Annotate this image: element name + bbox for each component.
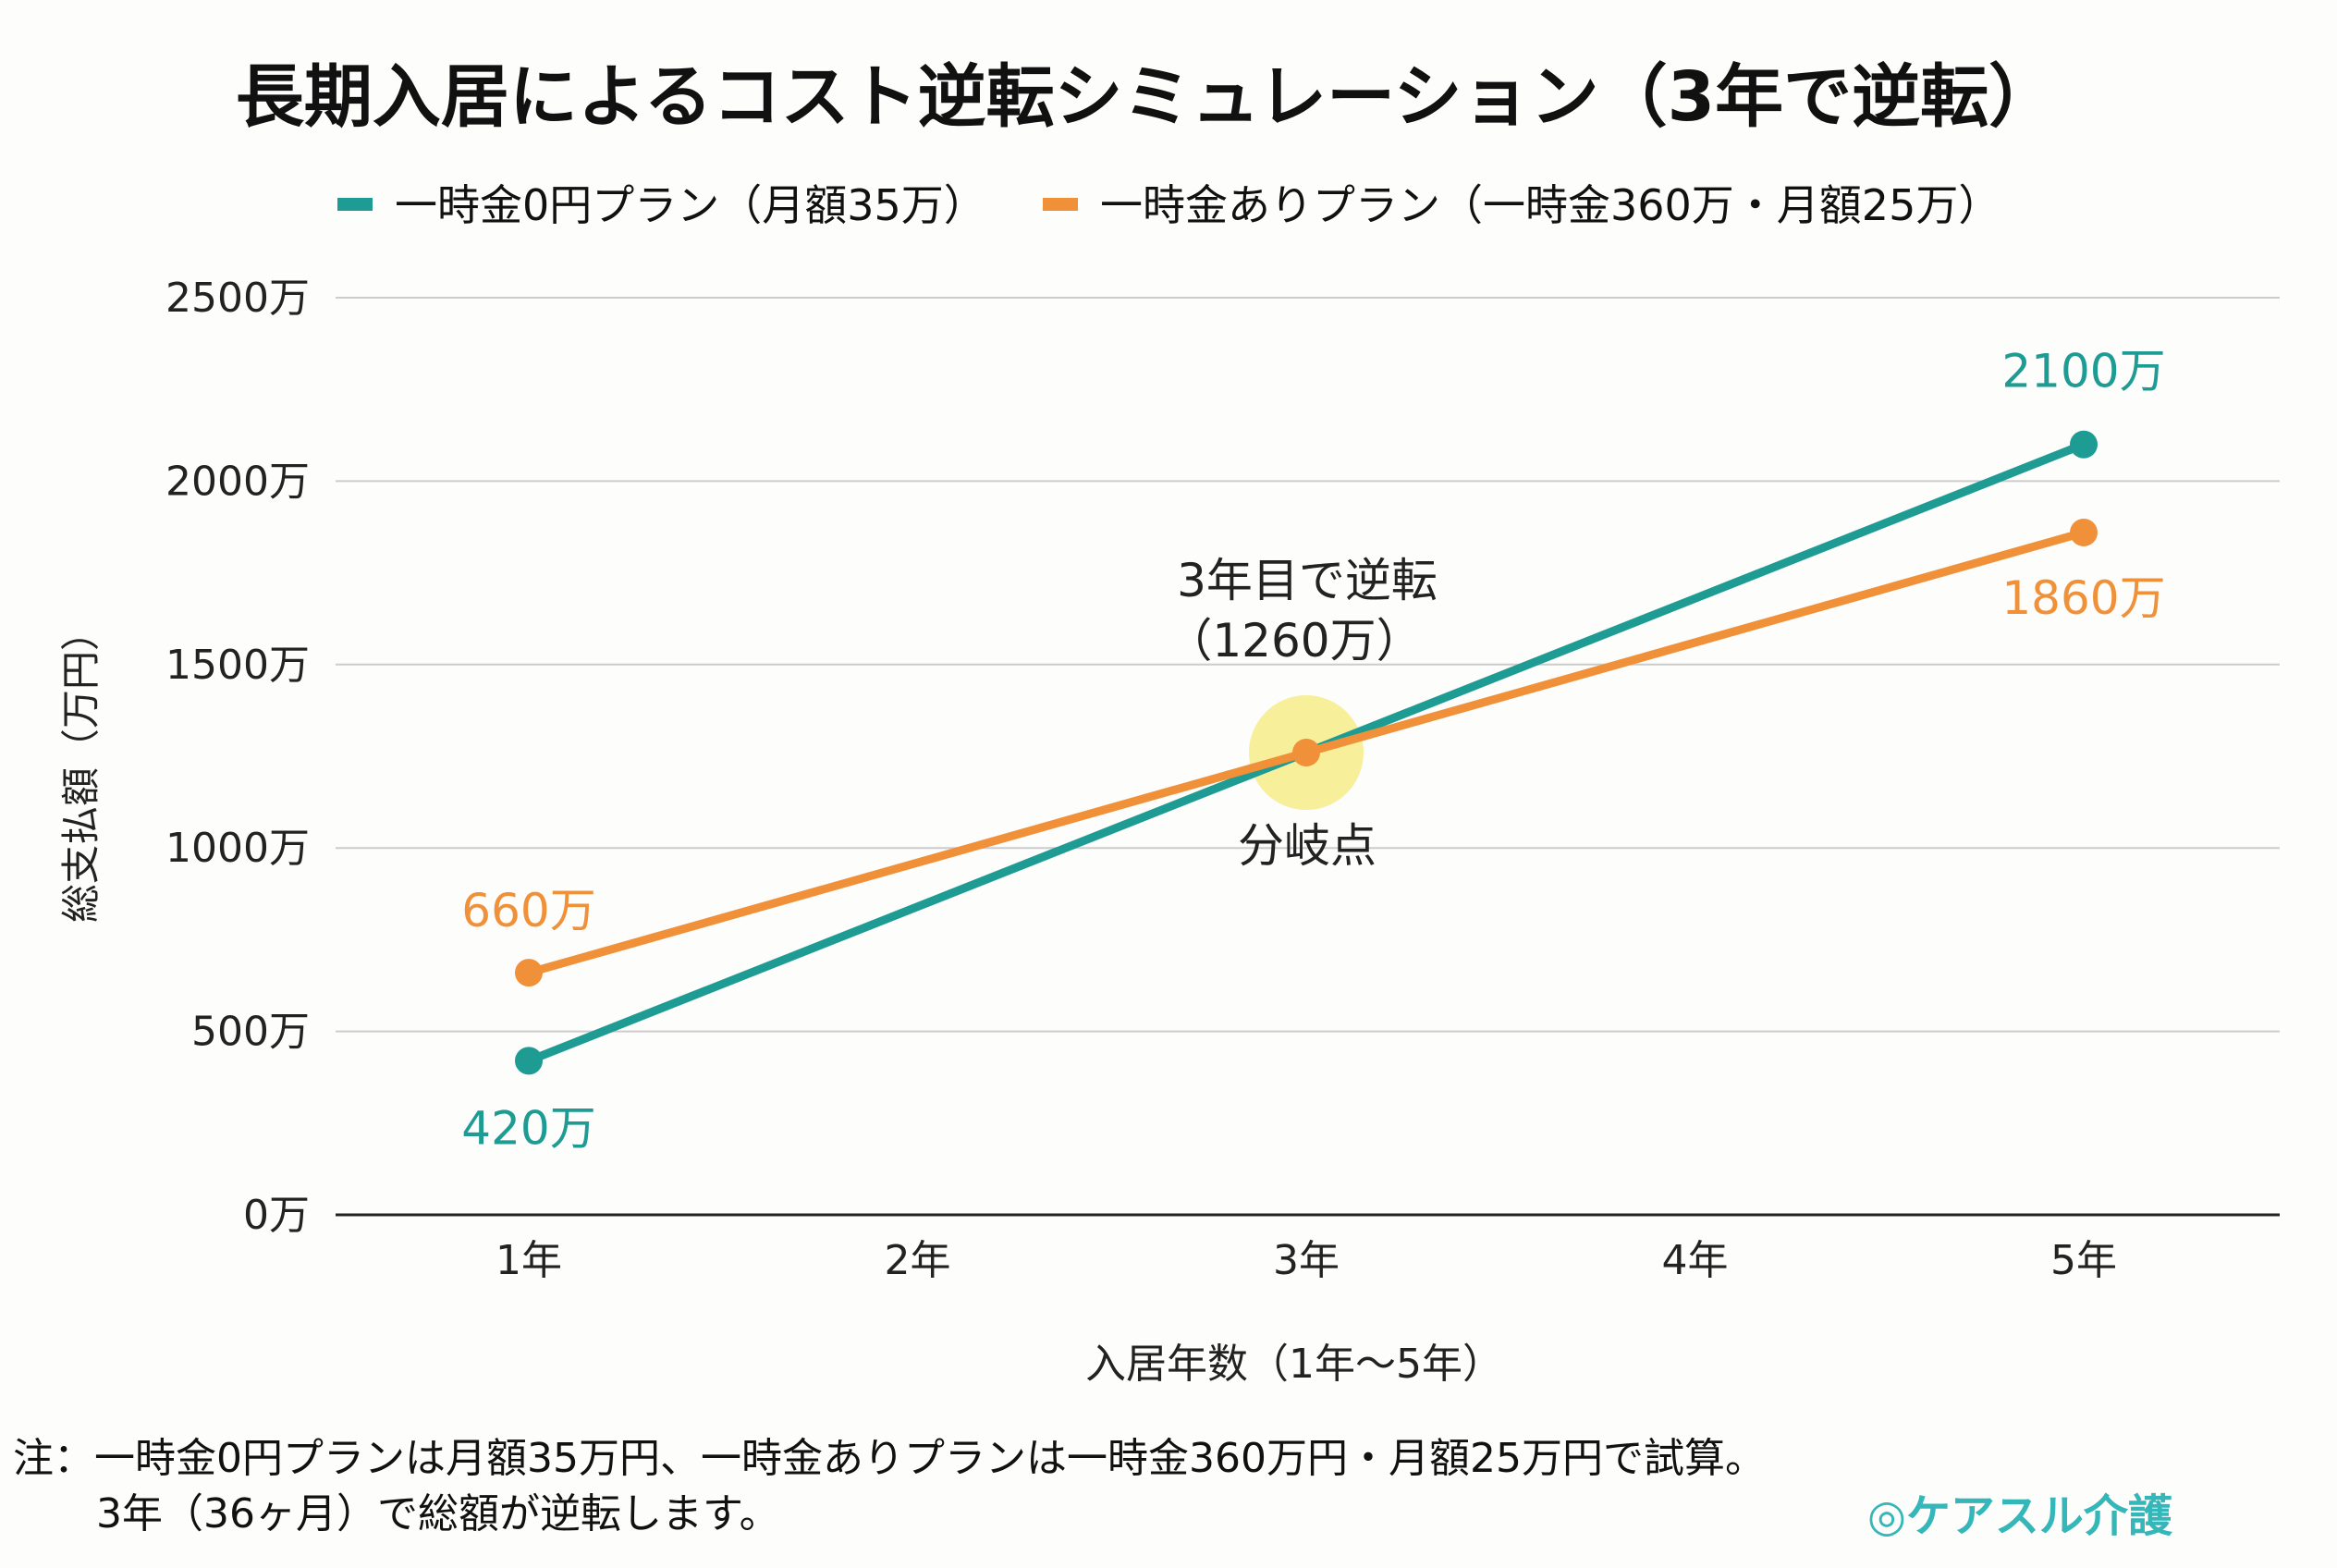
data-point (515, 959, 543, 987)
series-lines: 420万 2100万 660万 1860万 (461, 345, 2165, 1156)
chart-title: 長期入居によるコスト逆転シミュレーション（3年で逆転） (236, 57, 2057, 137)
data-point (1292, 739, 1320, 767)
logo-text: ケアスル介護 (1905, 1490, 2172, 1542)
data-point (515, 1047, 543, 1075)
x-tick-label: 5年 (2050, 1237, 2117, 1284)
data-label: 660万 (461, 884, 595, 937)
data-point (2070, 430, 2098, 459)
footnote-line-1: 注：一時金0円プランは月額35万円、一時金ありプランは一時金360万円・月額25… (13, 1435, 1766, 1482)
y-tick-label: 500万 (191, 1009, 310, 1056)
x-tick-label: 4年 (1662, 1237, 1729, 1284)
y-tick-label: 2000万 (165, 458, 310, 505)
legend-label: 一時金0円プラン（月額35万） (395, 180, 986, 230)
data-point (2070, 518, 2098, 546)
legend-swatch (1043, 198, 1078, 211)
data-label: 420万 (461, 1101, 595, 1155)
x-tick-label: 1年 (496, 1237, 562, 1284)
legend: 一時金0円プラン（月額35万） 一時金ありプラン（一時金360万・月額25万） (337, 180, 2001, 230)
x-tick-label: 3年 (1273, 1237, 1340, 1284)
data-label: 2100万 (2001, 345, 2165, 398)
y-tick-label: 1500万 (165, 642, 310, 689)
axes: 0万 500万 1000万 1500万 2000万 2500万 1年 2年 3年 4年 5年 (165, 275, 2117, 1284)
data-label: 1860万 (2001, 571, 2165, 625)
legend-swatch (337, 198, 373, 211)
y-tick-label: 0万 (243, 1192, 310, 1239)
crossover-point-label: 分岐点 (1238, 819, 1377, 873)
legend-label: 一時金ありプラン（一時金360万・月額25万） (1100, 180, 2001, 230)
grid (336, 297, 2280, 1217)
footnote: 注：一時金0円プランは月額35万円、一時金ありプランは一時金360万円・月額25… (13, 1431, 1766, 1542)
y-tick-label: 2500万 (165, 275, 310, 322)
x-tick-label: 2年 (885, 1237, 951, 1284)
logo-icon: ◎ (1867, 1490, 1906, 1542)
y-axis-label: 総支払額（万円） (58, 612, 104, 923)
footnote-line-2: 3年（36ヶ月）で総額が逆転します。 (96, 1490, 780, 1537)
x-axis-label: 入居年数（1年〜5年） (1085, 1341, 1503, 1388)
crossover-label-1: 3年目で逆転 (1177, 554, 1438, 607)
logo: ◎ケアスル介護 (1867, 1479, 2172, 1544)
y-tick-label: 1000万 (165, 825, 310, 872)
crossover-label-2: （1260万） (1166, 614, 1422, 668)
